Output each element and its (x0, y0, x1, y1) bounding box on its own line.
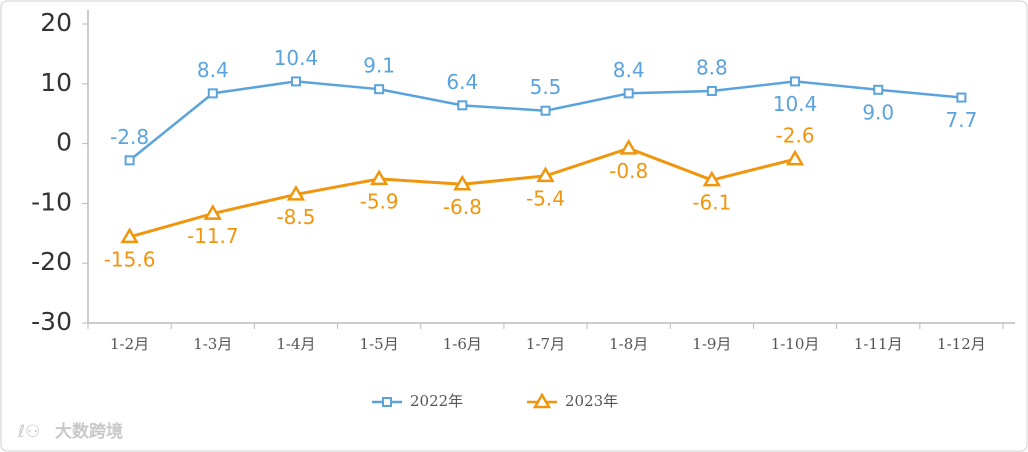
marker (120, 227, 139, 244)
data-label: 9.0 (862, 100, 894, 124)
watermark: 大数跨境 (55, 421, 123, 442)
marker (207, 88, 218, 99)
x-tick-label: 1-4月 (276, 335, 315, 353)
y-tick-label: 10 (40, 68, 72, 97)
x-tick-label: 1-12月 (937, 335, 986, 353)
marker (124, 155, 135, 166)
y-tick-label: -30 (31, 307, 72, 336)
marker (382, 397, 392, 407)
x-tick-label: 1-7月 (526, 335, 565, 353)
x-tick-label: 1-3月 (193, 335, 232, 353)
data-label: -5.9 (360, 189, 399, 213)
data-label: 10.4 (274, 46, 319, 70)
x-tick-label: 1-5月 (360, 335, 399, 353)
x-tick-label: 1-9月 (692, 335, 731, 353)
y-tick-label: -20 (31, 247, 72, 276)
marker (956, 92, 967, 103)
marker (532, 392, 552, 409)
x-tick-label: 1-6月 (443, 335, 482, 353)
marker (790, 76, 801, 87)
marker (369, 169, 389, 186)
data-label: -15.6 (104, 247, 156, 271)
data-label: 8.4 (613, 58, 645, 82)
y-tick-label: -10 (31, 187, 72, 216)
data-label: -6.8 (443, 195, 482, 219)
data-label: -8.5 (276, 205, 315, 229)
marker (203, 204, 222, 220)
data-label: 8.8 (696, 55, 728, 79)
marker (457, 100, 468, 111)
data-label: 6.4 (446, 70, 478, 94)
marker (706, 85, 717, 96)
marker (873, 84, 884, 95)
y-tick-label: 20 (40, 8, 72, 37)
marker (453, 174, 472, 191)
data-label: -6.1 (692, 191, 731, 215)
marker (374, 84, 385, 95)
x-tick-label: 1-11月 (854, 335, 903, 353)
data-label: -11.7 (187, 224, 239, 248)
legend-label: 2023年 (565, 392, 618, 410)
x-tick-label: 1-2月 (110, 335, 149, 353)
marker (286, 184, 306, 201)
marker (623, 88, 634, 99)
data-label: -0.8 (609, 159, 648, 183)
x-tick-label: 1-10月 (771, 335, 820, 353)
legend-label: 2022年 (410, 392, 463, 410)
marker (702, 170, 722, 187)
marker (619, 138, 638, 155)
watermark-icon: ℓ⚇ (17, 422, 40, 442)
data-label: 5.5 (530, 75, 562, 99)
data-label: -2.6 (776, 124, 815, 148)
data-label: 8.4 (197, 58, 229, 82)
data-label: 7.7 (946, 108, 978, 132)
data-label: -2.8 (110, 125, 149, 149)
marker (536, 166, 555, 183)
marker (785, 149, 805, 166)
data-label: 10.4 (773, 92, 818, 116)
y-tick-label: 0 (56, 128, 72, 157)
marker (290, 76, 301, 87)
data-label: -5.4 (526, 186, 565, 210)
marker (540, 105, 551, 116)
x-tick-label: 1-8月 (609, 335, 648, 353)
data-label: 9.1 (363, 54, 395, 78)
